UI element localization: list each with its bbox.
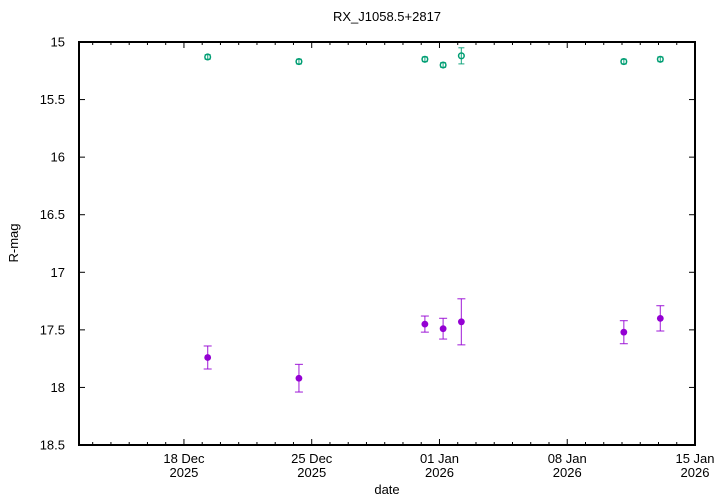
y-tick-label: 18.5 <box>40 438 65 453</box>
data-point-filled-circle <box>620 328 628 336</box>
x-tick-label-line2: 2026 <box>553 465 582 480</box>
comparison-star-open-circles <box>204 47 664 69</box>
plot-border <box>78 41 696 446</box>
x-tick-label-line2: 2026 <box>681 465 710 480</box>
data-point-filled-circle <box>204 354 212 361</box>
data-point-filled-circle <box>295 374 303 382</box>
target-filled-circles <box>203 298 665 393</box>
y-tick-label: 16 <box>51 150 65 165</box>
data-point-open-circle <box>421 55 429 63</box>
error-bar <box>458 47 465 65</box>
y-axis-label: R-mag <box>6 223 21 263</box>
chart-title: RX_J1058.5+2817 <box>332 9 442 24</box>
data-point-open-circle <box>439 61 447 69</box>
x-tick-label-line1: 25 Dec <box>291 451 333 466</box>
y-tick-label: 17 <box>51 265 65 280</box>
x-tick-label-line2: 2025 <box>169 465 198 480</box>
data-point-filled-circle <box>457 318 465 326</box>
x-tick-label-line2: 2025 <box>297 465 326 480</box>
y-tick-labels: 15 15.5 16 16.5 17 17.5 18 18.5 <box>40 35 65 453</box>
x-tick-label-line1: 01 Jan <box>420 451 459 466</box>
data-point-open-circle <box>204 53 212 61</box>
x-tick-label-line2: 2026 <box>425 465 454 480</box>
y-tick-label: 15.5 <box>40 92 65 107</box>
data-point-open-circle <box>457 52 465 60</box>
y-axis-ticks <box>79 41 695 446</box>
data-point-open-circle <box>295 58 303 66</box>
y-tick-label: 15 <box>51 35 65 50</box>
data-point-filled-circle <box>439 325 447 333</box>
y-tick-label: 16.5 <box>40 207 65 222</box>
data-point-open-circle <box>620 58 628 66</box>
data-point-filled-circle <box>656 314 664 322</box>
y-tick-label: 18 <box>51 380 65 395</box>
x-axis-ticks <box>92 42 696 445</box>
x-axis-label: date <box>374 482 400 497</box>
x-tick-label-line1: 15 Jan <box>675 451 714 466</box>
data-point-open-circle <box>656 55 664 63</box>
data-point-filled-circle <box>421 320 429 328</box>
x-tick-label-line1: 18 Dec <box>163 451 205 466</box>
y-tick-label: 17.5 <box>40 322 65 337</box>
x-tick-label-line1: 08 Jan <box>548 451 587 466</box>
